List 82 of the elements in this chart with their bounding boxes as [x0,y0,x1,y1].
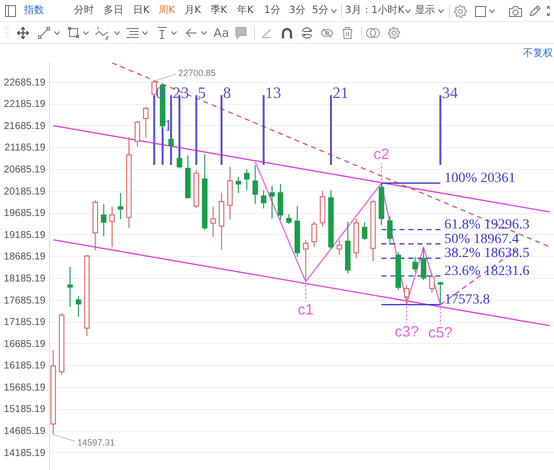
candlestick [118,192,124,220]
series-label: 21 [332,85,348,102]
candlestick [302,240,308,282]
candlestick [252,164,258,205]
candlestick [151,80,157,95]
series-label: 3 [180,85,189,102]
candlestick [168,137,174,148]
series-label: 23.6% 18231.6 [444,264,530,279]
series-label: 0 [156,85,164,102]
text: 5分 [312,5,328,17]
candlestick [143,106,149,139]
candlestick [429,272,435,294]
text: 多日 [104,5,124,17]
data-label: c5? [428,324,452,342]
series-label: 13 [265,85,282,102]
annotation: 14597.31 [77,437,115,448]
candlestick [134,120,140,148]
text: 不复权 [523,48,553,60]
text: 显示 [415,5,435,17]
text: 1分 [264,5,280,17]
series-label: 100% 20361 [444,171,516,186]
y-tick-label: 15185.19 [4,404,46,416]
line-series [254,161,441,306]
data-label: c1 [298,302,314,319]
candlestick [404,284,410,304]
annotation: 22700.85 [178,68,216,78]
candlestick [109,206,115,248]
y-tick-label: 16685.19 [4,338,46,350]
candlestick [387,216,393,246]
series-label: 61.8% 19296.3 [444,218,530,233]
y-tick-label: 22185.19 [4,99,46,110]
y-tick-label: 18185.19 [4,273,46,284]
y-tick-label: 17685.19 [4,295,46,306]
candlestick [244,168,250,191]
y-tick-label: 14685.19 [4,426,46,438]
y-tick-label: 20685.19 [4,164,46,176]
candlestick [210,206,216,238]
y-tick-label: 22685.19 [4,77,46,88]
text: 日K [133,5,150,17]
y-tick-label: 15685.19 [4,382,46,394]
candlestick [311,221,317,248]
text: Aa [214,26,230,40]
y-tick-label: 21185.19 [4,142,46,154]
y-tick-label: 16185.19 [4,360,46,372]
series-label: 8 [223,85,232,102]
candlestick [100,204,106,237]
text: 周K [158,5,176,17]
y-tick-label: 18685.19 [4,252,46,263]
series-label: 17573.8 [444,292,490,308]
text: 年K [237,5,254,17]
text: 3月：1小时K [345,5,404,17]
series-label: 38.2% 18638.5 [444,246,530,262]
text: 月K [184,5,202,17]
data-label: c2 [374,146,390,164]
candlestick [269,186,275,219]
candlestick [362,222,368,241]
series-label: 2 [172,85,181,102]
candlestick [76,296,82,318]
y-tick-label: 19185.19 [4,230,46,241]
text: 指数 [24,5,44,17]
series-label: 34 [442,85,458,102]
y-tick-label: 19685.19 [4,208,46,220]
y-tick-label: 21685.19 [4,120,46,132]
text: 季K [210,5,228,17]
candlestick [286,214,292,225]
text: 分时 [74,5,94,17]
candlestick [278,184,284,221]
candlestick [236,176,242,194]
candlestick [438,281,444,306]
series-label: 50% 18967.4 [444,232,520,247]
candlestick [336,240,342,256]
y-tick-label: 20185.19 [4,186,46,198]
candlestick [412,256,418,273]
y-tick-label: 17185.19 [4,317,46,328]
data-label: c3? [394,323,419,340]
candlestick [67,266,73,308]
series-label: 5 [198,85,206,102]
text: 3分 [289,5,306,17]
candlestick [420,246,426,281]
candlestick [260,190,266,209]
candlestick [176,155,182,169]
y-tick-label: 14185.19 [4,448,46,459]
